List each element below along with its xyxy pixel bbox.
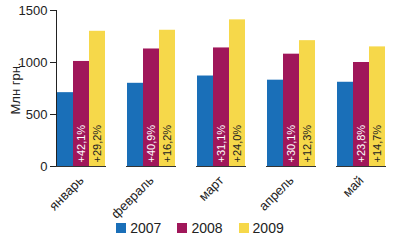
html-text:2007: 2007	[130, 220, 162, 236]
svg-text:февраль: февраль	[108, 173, 157, 218]
svg-text:0: 0	[40, 159, 47, 174]
svg-text:1000: 1000	[19, 55, 48, 70]
svg-text:Млн грн.: Млн грн.	[8, 63, 23, 115]
svg-text:+23,8%: +23,8%	[355, 125, 367, 163]
svg-text:+16,2%: +16,2%	[161, 125, 173, 163]
svg-text:+31,1%: +31,1%	[215, 125, 227, 163]
html-text:2009: 2009	[252, 220, 284, 236]
svg-text:500: 500	[26, 107, 48, 122]
svg-text:+14,7%: +14,7%	[371, 125, 383, 163]
svg-text:апрель: апрель	[256, 173, 297, 214]
svg-text:+24,0%: +24,0%	[231, 125, 243, 163]
svg-text:+30,1%: +30,1%	[285, 125, 297, 163]
html-text:2008: 2008	[191, 220, 223, 236]
svg-text:+40,9%: +40,9%	[145, 125, 157, 163]
svg-text:+12,3%: +12,3%	[301, 125, 313, 163]
svg-text:+29,2%: +29,2%	[91, 125, 103, 163]
svg-text:1500: 1500	[19, 3, 48, 18]
svg-text:январь: январь	[46, 173, 87, 214]
svg-text:+42,1%: +42,1%	[75, 125, 87, 163]
svg-text:март: март	[195, 173, 226, 204]
svg-text:май: май	[339, 173, 366, 200]
